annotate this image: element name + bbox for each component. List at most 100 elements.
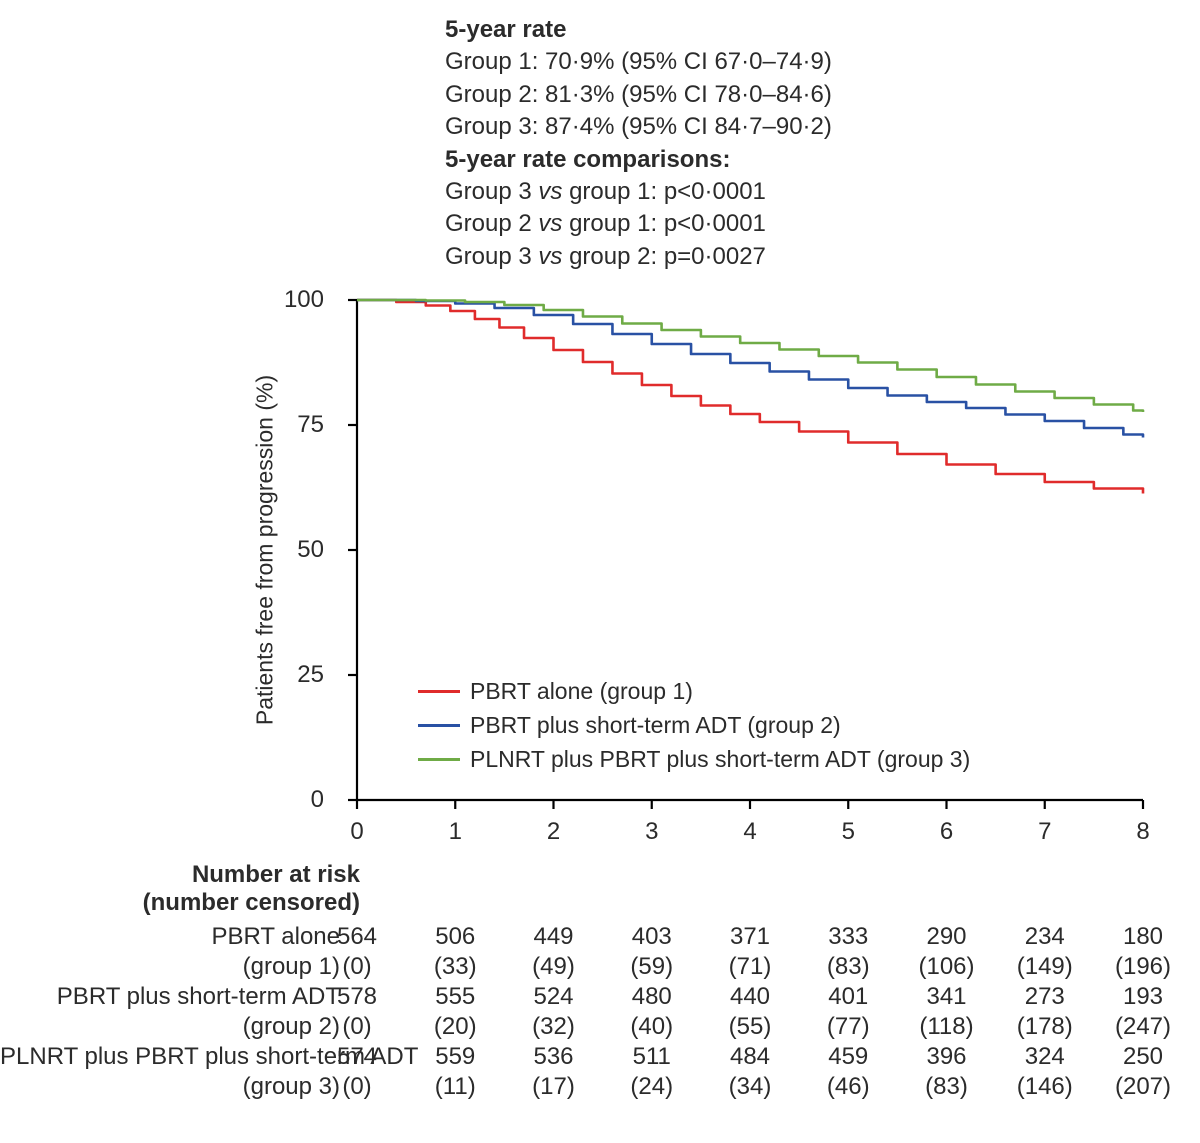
x-tick-label: 7 [1038, 818, 1051, 846]
risk-cell-atrisk: 333 [828, 922, 868, 952]
risk-cell-censored: (196) [1115, 952, 1171, 982]
five-year-rate-title: 5-year rate [445, 14, 832, 46]
legend-swatch-icon [418, 690, 460, 693]
risk-cell-atrisk: 396 [926, 1042, 966, 1072]
risk-heading-1: Number at risk [0, 860, 360, 890]
risk-cell-atrisk: 371 [730, 922, 770, 952]
cmp-p: p=0·0027 [664, 243, 766, 270]
risk-cell-censored: (34) [729, 1072, 772, 1102]
cmp-p: p<0·0001 [664, 178, 766, 205]
risk-cell-censored: (17) [532, 1072, 575, 1102]
annotation-block: 5-year rate Group 1: 70·9% (95% CI 67·0–… [445, 14, 832, 273]
risk-cell-censored: (83) [925, 1072, 968, 1102]
risk-cell-censored: (0) [342, 1012, 371, 1042]
risk-cell-censored: (49) [532, 952, 575, 982]
risk-cell-atrisk: 480 [632, 982, 672, 1012]
x-tick-label: 2 [547, 818, 560, 846]
risk-cell-atrisk: 250 [1123, 1042, 1163, 1072]
rate-group3: Group 3: 87·4% (95% CI 84·7–90·2) [445, 111, 832, 143]
risk-cell-atrisk: 403 [632, 922, 672, 952]
risk-cell-censored: (83) [827, 952, 870, 982]
rate-group2: Group 2: 81·3% (95% CI 78·0–84·6) [445, 79, 832, 111]
y-axis-label: Patients free from progression (%) [252, 375, 279, 725]
risk-row-label: PBRT alone [0, 922, 340, 952]
comparison-title: 5-year rate comparisons: [445, 144, 832, 176]
risk-cell-atrisk: 536 [533, 1042, 573, 1072]
cmp-lhs: Group 3 [445, 178, 532, 205]
risk-cell-censored: (106) [918, 952, 974, 982]
risk-cell-censored: (149) [1017, 952, 1073, 982]
risk-heading-2: (number censored) [0, 888, 360, 918]
cmp-rhs: group 1 [569, 210, 650, 237]
risk-cell-censored: (71) [729, 952, 772, 982]
y-tick-label: 100 [284, 286, 324, 314]
x-tick-label: 8 [1136, 818, 1149, 846]
risk-cell-censored: (33) [434, 952, 477, 982]
risk-cell-censored: (77) [827, 1012, 870, 1042]
cmp-lhs: Group 3 [445, 243, 532, 270]
risk-cell-atrisk: 290 [926, 922, 966, 952]
risk-cell-atrisk: 193 [1123, 982, 1163, 1012]
x-tick-label: 0 [350, 818, 363, 846]
risk-cell-censored: (118) [919, 1012, 973, 1042]
comparison-2v1: Group 2 vs group 1: p<0·0001 [445, 208, 832, 240]
legend-item-group3: PLNRT plus PBRT plus short-term ADT (gro… [418, 743, 970, 775]
risk-cell-censored: (146) [1017, 1072, 1073, 1102]
risk-cell-censored: (24) [630, 1072, 673, 1102]
risk-cell-atrisk: 559 [435, 1042, 475, 1072]
risk-cell-atrisk: 511 [633, 1042, 671, 1072]
legend-swatch-icon [418, 758, 460, 761]
risk-cell-censored: (247) [1115, 1012, 1171, 1042]
risk-row-label: PLNRT plus PBRT plus short-term ADT [0, 1042, 340, 1072]
legend-item-group1: PBRT alone (group 1) [418, 675, 970, 707]
legend-item-group2: PBRT plus short-term ADT (group 2) [418, 709, 970, 741]
risk-row-label: PBRT plus short-term ADT [0, 982, 340, 1012]
risk-cell-atrisk: 555 [435, 982, 475, 1012]
risk-cell-atrisk: 484 [730, 1042, 770, 1072]
cmp-lhs: Group 2 [445, 210, 532, 237]
risk-cell-censored: (59) [630, 952, 673, 982]
risk-cell-atrisk: 506 [435, 922, 475, 952]
risk-cell-censored: (11) [435, 1072, 476, 1102]
comparison-3v1: Group 3 vs group 1: p<0·0001 [445, 176, 832, 208]
risk-cell-atrisk: 574 [337, 1042, 377, 1072]
risk-cell-atrisk: 564 [337, 922, 377, 952]
risk-cell-censored: (20) [434, 1012, 477, 1042]
cmp-rhs: group 2 [569, 243, 650, 270]
risk-cell-censored: (207) [1115, 1072, 1171, 1102]
legend: PBRT alone (group 1) PBRT plus short-ter… [418, 675, 970, 778]
risk-row-sublabel: (group 3) [0, 1072, 340, 1102]
legend-swatch-icon [418, 724, 460, 727]
figure-root: 5-year rate Group 1: 70·9% (95% CI 67·0–… [0, 0, 1200, 1143]
x-tick-label: 6 [940, 818, 953, 846]
risk-cell-atrisk: 341 [926, 982, 966, 1012]
y-tick-label: 25 [297, 661, 324, 689]
risk-cell-atrisk: 440 [730, 982, 770, 1012]
risk-cell-atrisk: 234 [1025, 922, 1065, 952]
y-tick-label: 0 [311, 786, 324, 814]
risk-cell-atrisk: 578 [337, 982, 377, 1012]
legend-label: PBRT alone (group 1) [470, 675, 693, 707]
cmp-rhs: group 1 [569, 178, 650, 205]
y-tick-label: 75 [297, 411, 324, 439]
x-tick-label: 1 [449, 818, 462, 846]
risk-cell-censored: (55) [729, 1012, 772, 1042]
vs-label: vs [538, 178, 569, 205]
risk-cell-censored: (0) [342, 1072, 371, 1102]
legend-label: PLNRT plus PBRT plus short-term ADT (gro… [470, 743, 970, 775]
risk-cell-censored: (32) [532, 1012, 575, 1042]
y-tick-label: 50 [297, 536, 324, 564]
cmp-p: p<0·0001 [664, 210, 766, 237]
comparison-3v2: Group 3 vs group 2: p=0·0027 [445, 241, 832, 273]
risk-cell-atrisk: 273 [1025, 982, 1065, 1012]
risk-row-sublabel: (group 1) [0, 952, 340, 982]
series-group2 [357, 300, 1143, 438]
risk-cell-atrisk: 180 [1123, 922, 1163, 952]
risk-cell-censored: (178) [1017, 1012, 1073, 1042]
vs-label: vs [538, 243, 569, 270]
risk-cell-atrisk: 324 [1025, 1042, 1065, 1072]
risk-cell-atrisk: 401 [828, 982, 868, 1012]
risk-cell-censored: (46) [827, 1072, 870, 1102]
vs-label: vs [538, 210, 569, 237]
rate-group1: Group 1: 70·9% (95% CI 67·0–74·9) [445, 46, 832, 78]
